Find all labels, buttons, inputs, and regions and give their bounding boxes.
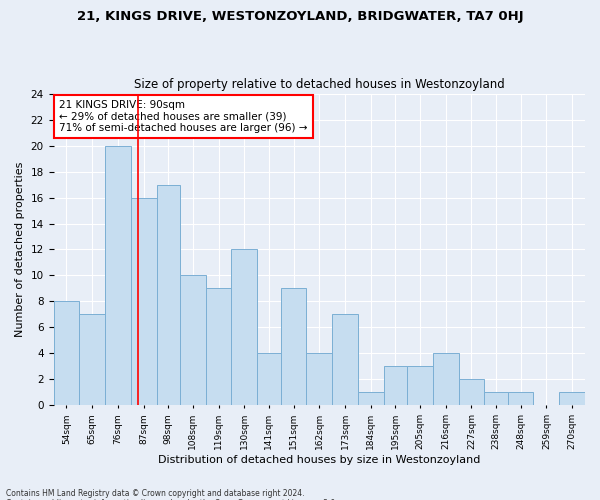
X-axis label: Distribution of detached houses by size in Westonzoyland: Distribution of detached houses by size …	[158, 455, 481, 465]
Bar	[157, 184, 180, 406]
Bar	[281, 288, 307, 406]
Bar	[79, 314, 105, 406]
Bar	[307, 354, 332, 406]
Bar	[105, 146, 131, 406]
Bar	[131, 198, 157, 406]
Bar	[458, 380, 484, 406]
Bar	[206, 288, 232, 406]
Bar	[433, 354, 458, 406]
Text: 21 KINGS DRIVE: 90sqm
← 29% of detached houses are smaller (39)
71% of semi-deta: 21 KINGS DRIVE: 90sqm ← 29% of detached …	[59, 100, 307, 133]
Text: Contains public sector information licensed under the Open Government Licence v3: Contains public sector information licen…	[6, 498, 338, 500]
Bar	[559, 392, 585, 406]
Bar	[358, 392, 383, 406]
Bar	[383, 366, 407, 406]
Text: 21, KINGS DRIVE, WESTONZOYLAND, BRIDGWATER, TA7 0HJ: 21, KINGS DRIVE, WESTONZOYLAND, BRIDGWAT…	[77, 10, 523, 23]
Bar	[508, 392, 533, 406]
Y-axis label: Number of detached properties: Number of detached properties	[15, 162, 25, 337]
Bar	[257, 354, 281, 406]
Bar	[407, 366, 433, 406]
Bar	[180, 276, 206, 406]
Title: Size of property relative to detached houses in Westonzoyland: Size of property relative to detached ho…	[134, 78, 505, 91]
Bar	[232, 250, 257, 406]
Text: Contains HM Land Registry data © Crown copyright and database right 2024.: Contains HM Land Registry data © Crown c…	[6, 488, 305, 498]
Bar	[484, 392, 508, 406]
Bar	[53, 302, 79, 406]
Bar	[332, 314, 358, 406]
